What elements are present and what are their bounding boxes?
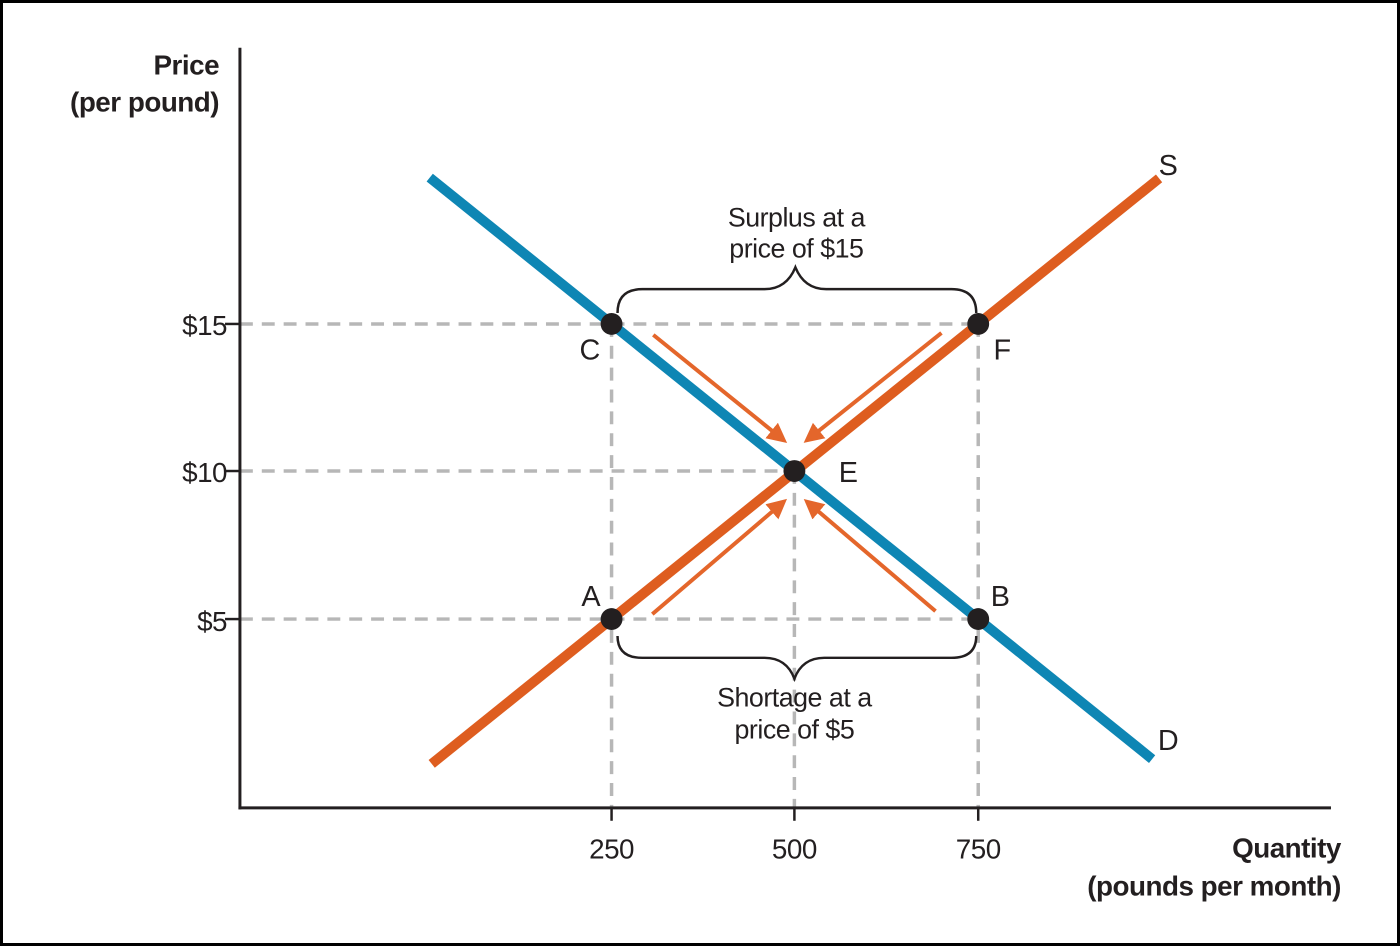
labeled-points (600, 313, 990, 630)
demand-curve-label: D (1158, 725, 1178, 757)
shortage-brace (616, 635, 978, 683)
chart-canvas: A B C E F S D Surplus at a price of $15 … (70, 47, 1342, 901)
axis-ticks (225, 322, 980, 821)
adjustment-arrows (651, 331, 943, 616)
arrow-shortage-left-icon (651, 498, 788, 616)
shortage-annotation-line2: price of $5 (735, 714, 855, 744)
point-B (967, 608, 990, 630)
y-tick-label-10: $10 (182, 457, 227, 488)
point-label-B: B (991, 581, 1010, 613)
arrow-surplus-left-icon (652, 333, 788, 443)
arrow-shortage-right-icon (803, 498, 937, 613)
y-tick-label-5: $5 (197, 606, 227, 637)
point-F (967, 313, 990, 335)
x-axis-title-line2: (pounds per month) (1087, 870, 1341, 901)
arrow-surplus-right-icon (803, 331, 943, 443)
surplus-annotation-line2: price of $15 (729, 233, 863, 263)
point-label-F: F (994, 335, 1011, 367)
dashed-guides (239, 322, 980, 808)
x-tick-label-750: 750 (956, 834, 1001, 865)
x-tick-label-500: 500 (772, 834, 817, 865)
y-axis-title-line1: Price (154, 50, 220, 81)
y-axis-title-line2: (per pound) (70, 86, 219, 117)
point-label-C: C (580, 335, 600, 367)
surplus-brace (616, 264, 978, 314)
x-axis-title-line1: Quantity (1232, 833, 1342, 864)
point-A (600, 608, 623, 630)
x-tick-label-250: 250 (589, 834, 634, 865)
point-label-E: E (839, 457, 858, 489)
y-tick-label-15: $15 (182, 310, 227, 341)
point-E (783, 460, 806, 482)
shortage-annotation-line1: Shortage at a (717, 683, 872, 713)
supply-curve-label: S (1159, 150, 1178, 182)
point-C (600, 313, 623, 335)
surplus-annotation-line1: Surplus at a (728, 203, 866, 233)
point-label-A: A (581, 581, 601, 613)
